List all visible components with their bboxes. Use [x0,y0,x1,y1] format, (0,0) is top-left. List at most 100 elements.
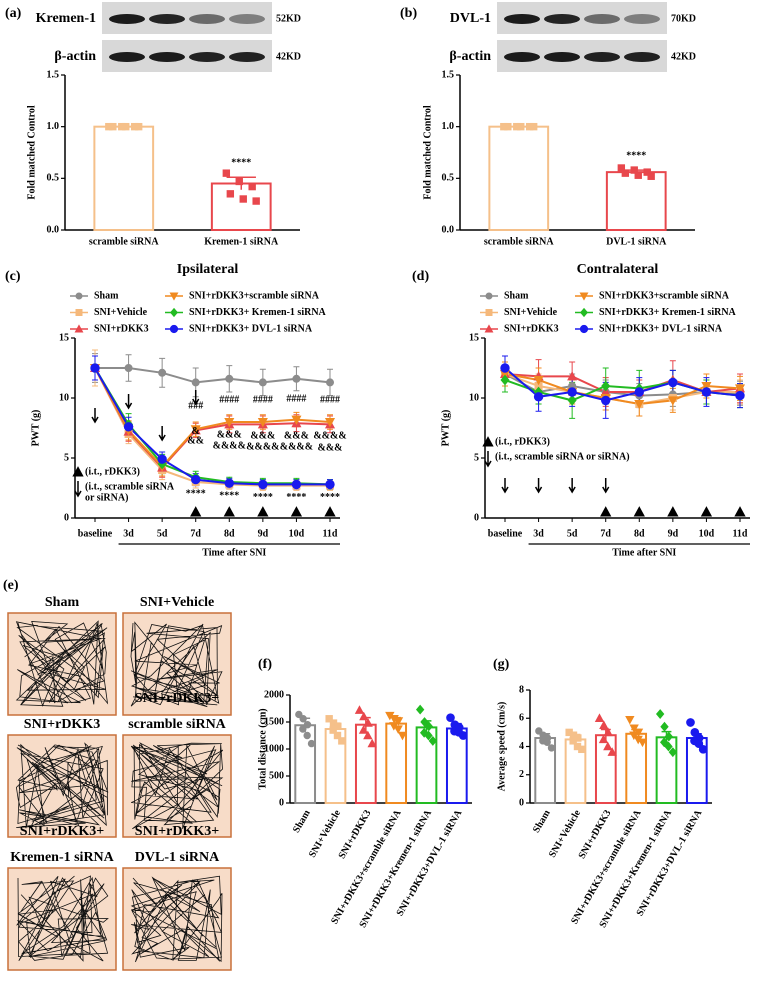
x-tick-label: 5d [157,528,168,539]
marker [543,738,551,746]
marker [324,506,336,517]
chart-title: Ipsilateral [177,262,239,277]
blot-band [584,52,620,62]
series-line [95,367,331,384]
x-axis-label: Time after SNI [202,547,266,558]
y-axis-label: Fold matched Control [422,105,433,199]
blot-size: 70KD [671,13,696,24]
trace [15,875,109,962]
blot-band [504,52,540,62]
marker [169,292,179,301]
group-label: Kremen-1 siRNA [10,850,114,865]
chart-title: Contralateral [577,262,659,277]
marker [239,195,247,203]
x-tick-label: 10d [289,528,305,539]
marker [123,422,134,432]
blot-band [504,14,540,24]
marker [458,731,468,740]
panel-label: (b) [400,6,417,21]
y-axis-label: PWT (g) [440,410,451,447]
x-tick-label: scramble siRNA [89,236,159,247]
trace [15,620,109,707]
marker [329,726,337,734]
y-tick-label: 1.0 [47,121,60,132]
marker [299,725,307,733]
marker [157,454,167,464]
y-tick-label: 1.5 [442,69,455,80]
marker [517,122,525,131]
marker [567,387,577,397]
marker [326,378,334,387]
bar [488,125,550,231]
marker [485,292,493,300]
marker [325,479,335,490]
marker [224,418,235,428]
y-axis-label: PWT (g) [30,410,41,447]
significance: &&&& [280,441,313,452]
marker [603,741,613,751]
marker [625,715,635,725]
y-tick-label: 0.0 [47,224,60,235]
x-tick-label: 8d [224,528,235,539]
blot-label: β-actin [54,49,96,64]
marker [333,731,342,740]
arrow [192,390,200,406]
significance: **** [253,492,273,503]
marker [686,718,695,727]
blot-size: 52KD [276,13,301,24]
blot-band [109,14,145,24]
significance: &&& [318,443,343,454]
legend-label: Sham [504,290,529,301]
marker [643,168,651,176]
marker [634,171,642,179]
trace [130,742,224,830]
marker [303,721,312,729]
y-tick-label: 0.5 [442,173,455,184]
panel-label: (c) [5,269,21,284]
y-tick-label: 1500 [264,716,284,727]
marker [420,717,429,727]
marker [324,418,336,428]
y-tick-label: 0 [474,512,479,523]
series-line [94,367,331,468]
marker [698,744,708,754]
marker [533,392,544,402]
legend-label: Sham [94,290,119,301]
panel-label: (e) [3,578,19,593]
marker [358,725,369,734]
marker [701,387,712,397]
marker [700,506,713,517]
marker [248,182,256,191]
panel-label: (f) [258,657,272,672]
marker [158,368,167,377]
x-tick-label: 7d [190,528,201,539]
marker [75,309,83,316]
marker [735,390,745,401]
annotation: **** [626,150,646,161]
marker [74,324,84,333]
marker [363,730,373,740]
significance: &&& [217,429,242,440]
marker [325,715,333,723]
marker [252,197,260,205]
marker [363,718,373,727]
annotation: (i.t., rDKK3) [85,466,140,477]
x-tick-label: baseline [488,528,523,539]
x-tick-label: 9d [258,528,269,539]
bar [93,125,155,231]
legend-label: SNI+rDKK3+ Kremen-1 siRNA [189,307,327,318]
y-tick-label: 10 [469,392,479,403]
marker [655,709,665,719]
marker [579,292,589,301]
marker [446,713,455,723]
marker [226,190,235,198]
x-tick-label: 11d [732,528,747,539]
y-tick-label: 0 [64,512,69,523]
y-tick-label: 1.5 [47,69,60,80]
x-tick-label: 10d [699,528,715,539]
marker [603,727,613,737]
arrow [158,426,166,442]
group-label: scramble siRNA [128,717,226,732]
y-axis-label: Total distance (cm) [257,708,268,789]
y-tick-label: 10 [59,392,69,403]
